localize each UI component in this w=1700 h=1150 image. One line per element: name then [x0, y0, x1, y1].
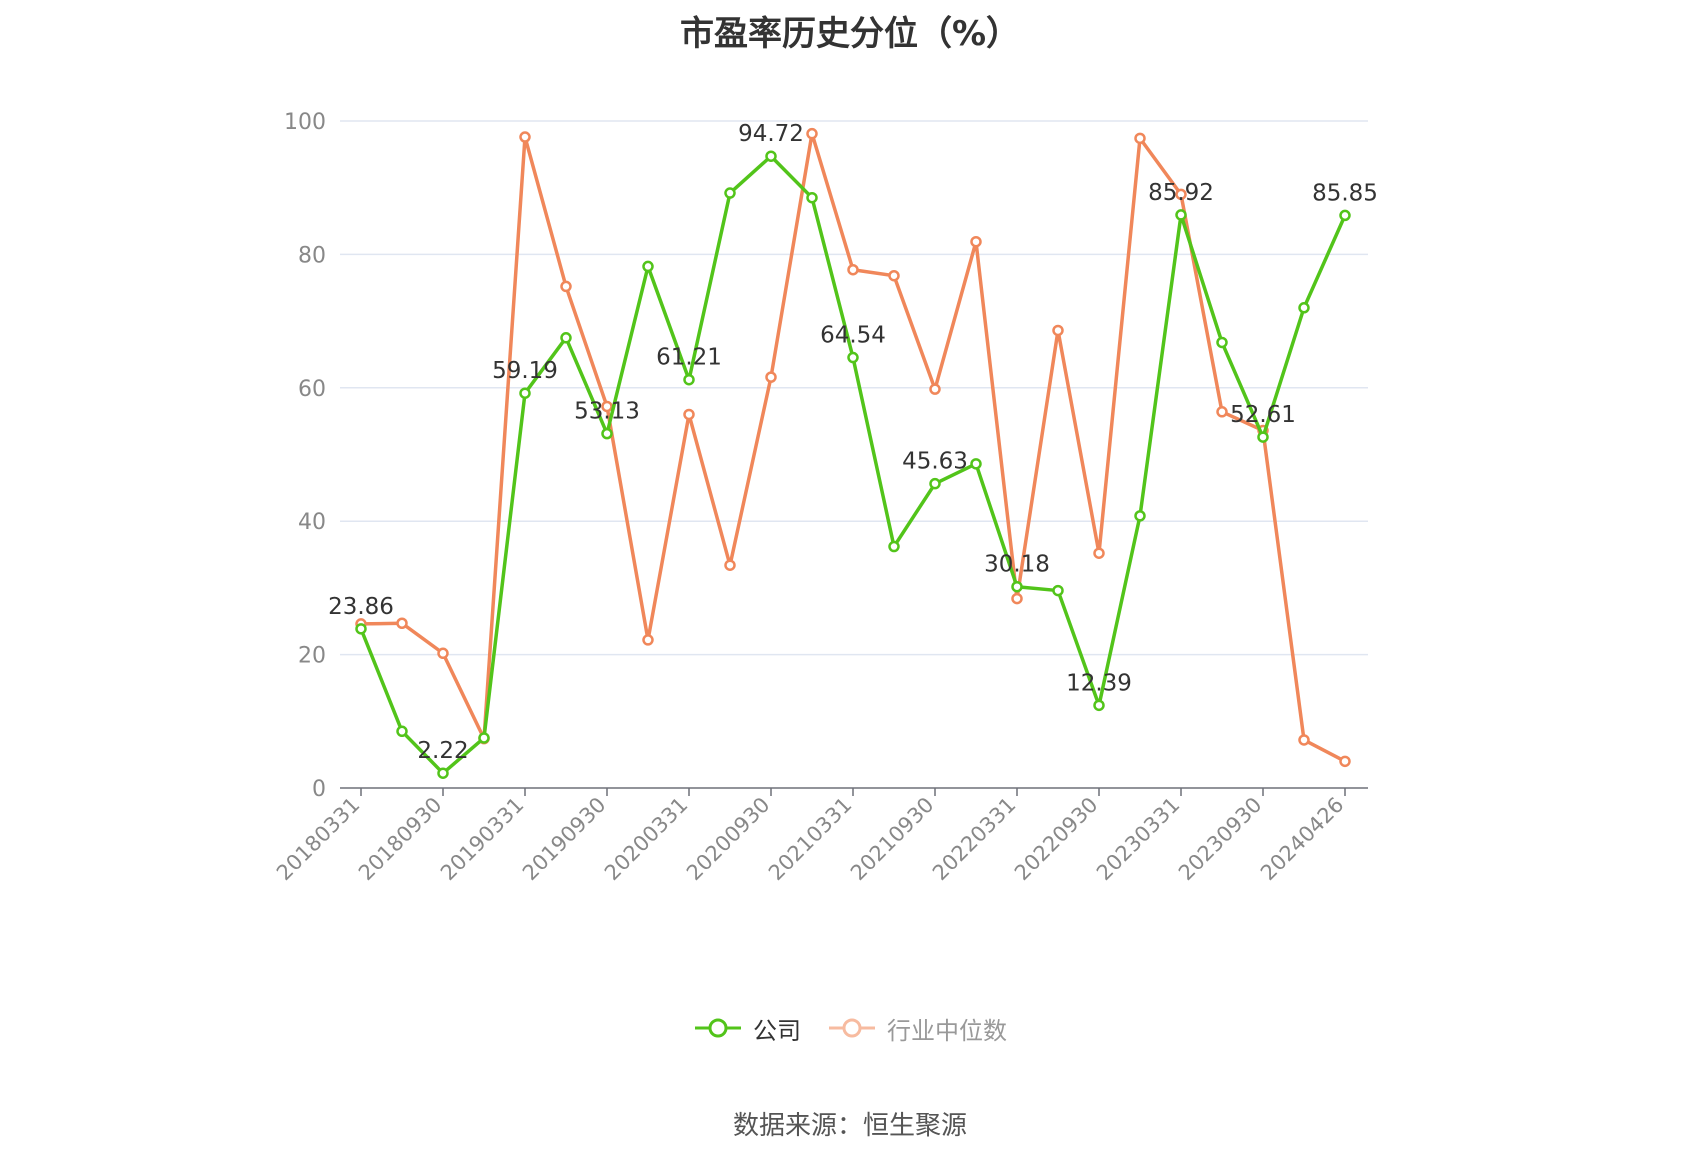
data-label: 45.63 — [902, 449, 968, 475]
data-point-company[interactable] — [519, 387, 531, 399]
y-tick-label: 100 — [284, 110, 326, 135]
data-point-industry[interactable] — [1011, 592, 1023, 605]
data-point-industry[interactable] — [519, 131, 531, 143]
x-tick-label: 20200930 — [682, 793, 775, 886]
data-point-company[interactable] — [601, 427, 613, 440]
data-label: 52.61 — [1230, 402, 1296, 428]
data-label: 59.19 — [492, 358, 558, 384]
data-source: 数据来源：恒生聚源 — [732, 1111, 967, 1141]
data-point-industry[interactable] — [1339, 755, 1351, 768]
data-point-industry[interactable] — [396, 617, 408, 630]
data-label: 94.72 — [738, 121, 804, 147]
data-point-company[interactable] — [560, 332, 572, 344]
legend-label-company: 公司 — [753, 1016, 801, 1045]
data-point-company[interactable] — [1011, 580, 1023, 593]
x-tick-label: 20180930 — [354, 793, 447, 886]
x-tick-label: 20220331 — [928, 793, 1021, 886]
x-tick-label: 20230930 — [1174, 793, 1267, 886]
data-point-industry[interactable] — [929, 383, 941, 395]
data-point-company[interactable] — [806, 191, 818, 204]
data-point-industry[interactable] — [1052, 324, 1064, 337]
data-point-company[interactable] — [1257, 431, 1269, 443]
x-tick-label: 20210930 — [846, 793, 939, 886]
data-point-industry[interactable] — [806, 127, 818, 140]
x-tick-label: 20180331 — [272, 793, 365, 886]
x-tick-label: 20200331 — [600, 793, 693, 886]
data-point-industry[interactable] — [1175, 188, 1187, 201]
legend-marker-industry-icon — [829, 1018, 875, 1038]
data-point-company[interactable] — [970, 458, 982, 470]
legend: 公司 行业中位数 — [0, 1010, 1700, 1046]
data-label: 2.22 — [417, 738, 468, 764]
data-point-company[interactable] — [1175, 209, 1187, 221]
legend-marker-company-icon — [695, 1018, 741, 1038]
legend-item-company[interactable]: 公司 — [693, 1011, 801, 1046]
chart-title: 市盈率历史分位（%） — [679, 14, 1021, 54]
data-labels: 23.86 2.22 59.19 53.13 61.21 94.72 64.54 45.63 3… — [328, 121, 1378, 764]
data-label: 53.13 — [574, 399, 640, 425]
data-point-company[interactable] — [724, 187, 736, 199]
data-point-company[interactable] — [847, 351, 859, 364]
data-point-industry[interactable] — [1298, 734, 1310, 746]
y-tick-label: 40 — [298, 510, 326, 535]
data-point-company[interactable] — [1339, 209, 1351, 222]
data-point-company[interactable] — [437, 767, 449, 779]
data-point-company[interactable] — [396, 725, 408, 738]
y-tick-label: 60 — [298, 377, 326, 402]
series-line-company — [359, 154, 1347, 775]
y-tick-label: 80 — [298, 243, 326, 268]
data-point-industry[interactable] — [724, 559, 736, 571]
data-label: 85.92 — [1148, 180, 1214, 206]
legend-item-industry[interactable]: 行业中位数 — [827, 1011, 1007, 1046]
data-point-industry[interactable] — [683, 408, 695, 421]
data-point-industry[interactable] — [601, 400, 613, 413]
data-point-industry[interactable] — [888, 269, 900, 282]
data-point-company[interactable] — [1216, 336, 1228, 349]
data-point-company[interactable] — [355, 623, 367, 635]
data-label: 30.18 — [984, 552, 1050, 578]
x-tick-label: 20220930 — [1010, 793, 1103, 886]
data-point-company[interactable] — [1134, 510, 1146, 522]
data-label: 64.54 — [820, 323, 886, 349]
data-label: 85.85 — [1312, 180, 1378, 206]
data-point-company[interactable] — [1298, 302, 1310, 314]
data-point-industry[interactable] — [437, 647, 449, 660]
data-point-industry[interactable] — [765, 371, 777, 383]
data-point-company[interactable] — [765, 150, 777, 162]
series-line-industry — [360, 131, 1346, 763]
data-point-industry[interactable] — [970, 235, 982, 248]
x-tick-label: 20230331 — [1092, 793, 1185, 886]
data-point-company[interactable] — [1093, 699, 1105, 712]
x-tick-label: 20190331 — [436, 793, 529, 886]
y-tick-label: 0 — [312, 777, 326, 802]
legend-label-industry: 行业中位数 — [887, 1016, 1007, 1045]
data-point-company[interactable] — [683, 373, 695, 386]
data-point-industry[interactable] — [560, 280, 572, 293]
data-point-industry[interactable] — [1134, 132, 1146, 145]
data-point-company[interactable] — [642, 260, 654, 273]
x-tick-label: 20240426 — [1256, 793, 1349, 886]
data-point-company[interactable] — [478, 732, 490, 744]
x-tick-label: 20190930 — [518, 793, 611, 886]
data-label: 12.39 — [1066, 670, 1132, 696]
series-lines — [355, 127, 1351, 779]
y-tick-label: 20 — [298, 644, 326, 669]
chart-plot: 0 20 40 60 80 100 2018033120180930201903312019… — [272, 110, 1378, 886]
data-point-company[interactable] — [1052, 584, 1064, 597]
data-label: 61.21 — [656, 345, 722, 371]
data-point-company[interactable] — [888, 540, 900, 553]
data-point-industry[interactable] — [642, 634, 654, 646]
data-point-industry[interactable] — [847, 263, 859, 276]
data-label: 23.86 — [328, 594, 394, 620]
x-tick-label: 20210331 — [764, 793, 857, 886]
data-point-industry[interactable] — [1093, 547, 1105, 559]
data-point-company[interactable] — [929, 477, 941, 490]
data-point-industry[interactable] — [1216, 406, 1228, 418]
